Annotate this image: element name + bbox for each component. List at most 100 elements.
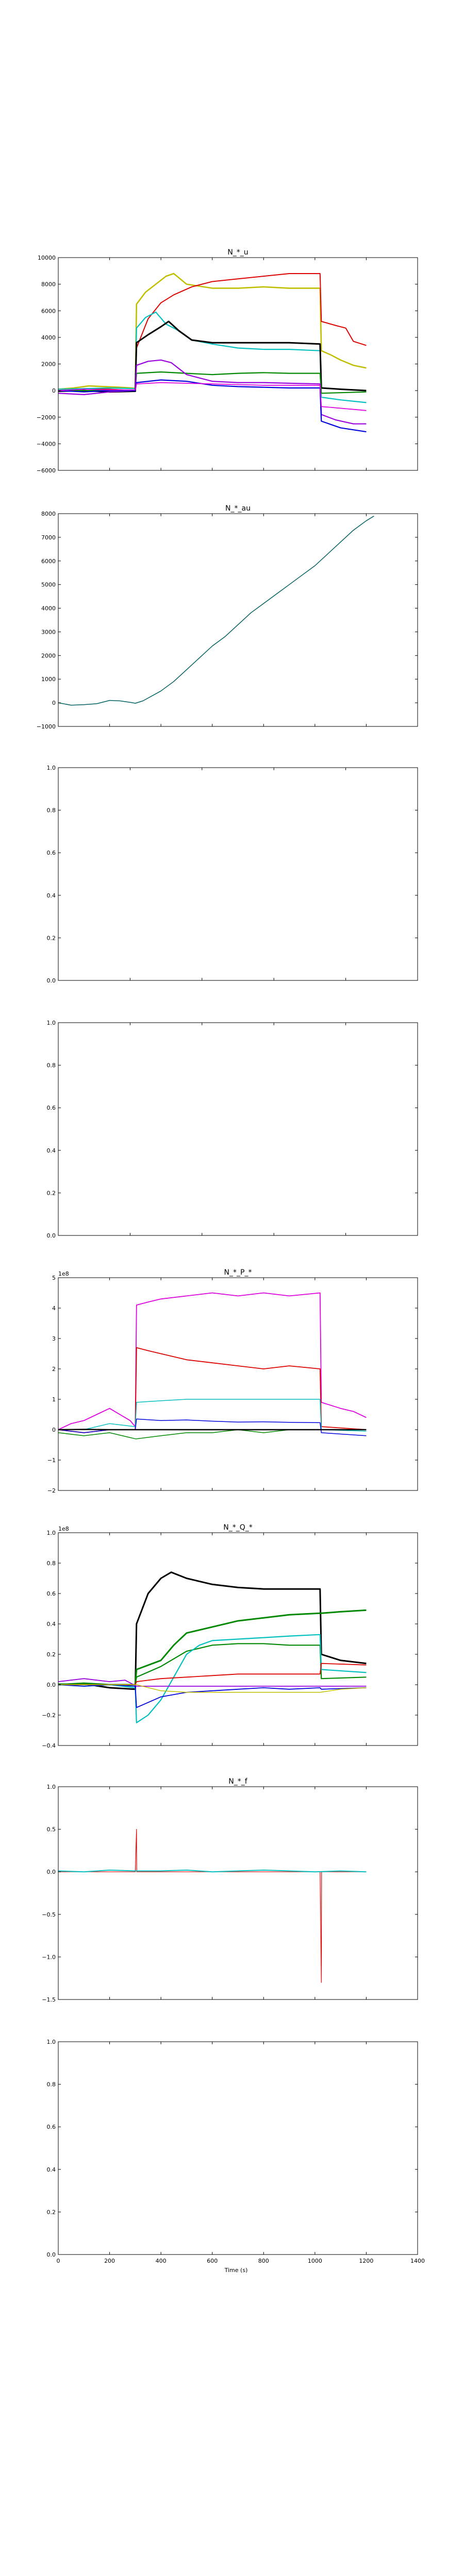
y-tick-label: 1.0	[47, 765, 56, 771]
y-tick-label: 0.0	[47, 2251, 56, 2258]
chart-panel-f: −1.5 −1.0 −0.5 0.0 0.5 1.0 N_*_f	[42, 1777, 418, 2003]
y-tick-label: 5	[52, 1275, 56, 1281]
chart-title: N_*_Q_*	[223, 1523, 253, 1532]
x-tick-label: 1000	[308, 2258, 322, 2264]
chart-panel-au: −1000 0 1000 2000 3000 4000 5000 6000 7000 8000 N_…	[37, 504, 418, 730]
y-tick-label: 0	[52, 700, 56, 706]
y-tick-label: 4000	[41, 605, 56, 612]
y-tick-label: 0	[52, 1427, 56, 1433]
x-tick-label: 200	[104, 2258, 115, 2264]
y-tick-label: 0.5	[47, 1826, 56, 1833]
chart-title: N_*_u	[227, 248, 248, 257]
y-tick-label: 0.2	[47, 1651, 56, 1658]
y-tick-label: −2	[47, 1487, 56, 1494]
y-offset-label: 1e8	[58, 1270, 69, 1277]
y-tick-label: −1.5	[42, 1996, 56, 2003]
series-line-7	[58, 1429, 367, 1431]
y-tick-label: 1.0	[47, 1530, 56, 1536]
y-tick-label: 0.8	[47, 1560, 56, 1567]
y-tick-label: 1000	[41, 676, 56, 683]
chart-title: N_*_P_*	[224, 1268, 252, 1277]
y-tick-label: 1.0	[47, 2039, 56, 2045]
series-line-1	[58, 1571, 367, 1690]
x-tick-label: 0	[57, 2258, 60, 2264]
y-tick-label: −1.0	[42, 1954, 56, 1960]
x-tick-label: 600	[207, 2258, 218, 2264]
y-tick-label: 2	[52, 1366, 56, 1372]
y-tick-label: 5000	[41, 582, 56, 588]
chart-panel-P: −2 −1 0 1 2 3 4 5 N_*_P_* 1e8	[47, 1268, 418, 1494]
y-tick-label: −0.4	[42, 1742, 56, 1749]
series-line-5	[58, 1429, 367, 1439]
series-line-8	[58, 382, 367, 411]
y-tick-label: 0.0	[47, 977, 56, 984]
chart-panel-u: −6000 −4000 −2000 0 2000 4000 6000 8000 10000 N_*…	[37, 248, 418, 474]
x-tick-label: 400	[156, 2258, 167, 2264]
plot-frame	[58, 1022, 418, 1236]
chart-panel-empty3: 0.0 0.2 0.4 0.6 0.8 1.0 0 200 400 600 800 1000 1200 1…	[47, 2039, 425, 2264]
series-line-4	[58, 1634, 367, 1723]
series-line-6	[58, 1684, 367, 1708]
y-tick-label: −1	[47, 1457, 56, 1464]
y-tick-label: 6000	[41, 558, 56, 565]
y-tick-label: 2000	[41, 361, 56, 368]
series-line-1	[58, 515, 374, 706]
y-tick-label: 1	[52, 1396, 56, 1403]
y-tick-label: 8000	[41, 281, 56, 288]
y-tick-label: 1.0	[47, 1020, 56, 1026]
y-tick-label: 0.8	[47, 1062, 56, 1069]
y-tick-label: 1.0	[47, 1784, 56, 1790]
y-tick-label: 0.6	[47, 1105, 56, 1111]
y-tick-label: 0.6	[47, 850, 56, 856]
y-tick-label: 0.2	[47, 935, 56, 941]
y-tick-label: 4000	[41, 334, 56, 341]
y-tick-label: 0.8	[47, 2081, 56, 2088]
y-tick-label: −6000	[37, 467, 56, 474]
y-tick-label: 0.8	[47, 807, 56, 814]
plot-frame	[58, 257, 418, 471]
y-tick-label: 0.4	[47, 892, 56, 899]
y-tick-label: −0.5	[42, 1911, 56, 1918]
y-tick-label: 2000	[41, 652, 56, 659]
y-tick-label: −1000	[37, 723, 56, 730]
y-tick-label: 0.0	[47, 1682, 56, 1688]
y-tick-label: 0	[52, 387, 56, 394]
series-line-2	[58, 1347, 367, 1433]
chart-title: N_*_f	[228, 1777, 247, 1786]
series-line-7	[58, 1678, 367, 1687]
series-line-3	[58, 1399, 367, 1432]
chart-panel-empty1: 0.0 0.2 0.4 0.6 0.8 1.0	[47, 765, 418, 984]
chart-panel-empty2: 0.0 0.2 0.4 0.6 0.8 1.0	[47, 1020, 418, 1239]
x-tick-label: 800	[258, 2258, 269, 2264]
x-axis-label: Time (s)	[224, 2267, 248, 2274]
y-tick-label: 0.4	[47, 2166, 56, 2173]
y-tick-label: 0.0	[47, 1232, 56, 1239]
y-tick-label: 10000	[38, 255, 56, 261]
series-line-8	[58, 1684, 367, 1693]
y-tick-label: 6000	[41, 308, 56, 314]
y-tick-label: −2000	[37, 414, 56, 421]
chart-panel-Q: −0.4 −0.2 0.0 0.2 0.4 0.6 0.8 1.0 N_*_Q_* 1e8	[42, 1523, 418, 1749]
y-offset-label: 1e8	[58, 1526, 69, 1532]
series-line-1	[58, 1292, 367, 1430]
y-tick-label: 0.6	[47, 2124, 56, 2130]
y-tick-label: 0.0	[47, 1869, 56, 1875]
y-tick-label: −0.2	[42, 1712, 56, 1719]
y-tick-label: 3	[52, 1335, 56, 1342]
y-tick-label: 0.2	[47, 1190, 56, 1196]
y-tick-label: 0.6	[47, 1590, 56, 1597]
series-line-2	[58, 1869, 367, 1873]
series-line-1	[58, 273, 367, 390]
x-tick-label: 1200	[359, 2258, 373, 2264]
y-tick-label: 0.4	[47, 1147, 56, 1154]
y-tick-label: 7000	[41, 534, 56, 541]
series-line-1	[58, 1829, 367, 1983]
x-tick-label: 1400	[410, 2258, 425, 2264]
plot-frame	[58, 1277, 418, 1491]
y-tick-label: 0.2	[47, 2209, 56, 2215]
y-tick-label: −4000	[37, 440, 56, 447]
series-line-7	[58, 379, 367, 433]
chart-title: N_*_au	[225, 504, 251, 513]
plot-frame	[58, 2041, 418, 2255]
